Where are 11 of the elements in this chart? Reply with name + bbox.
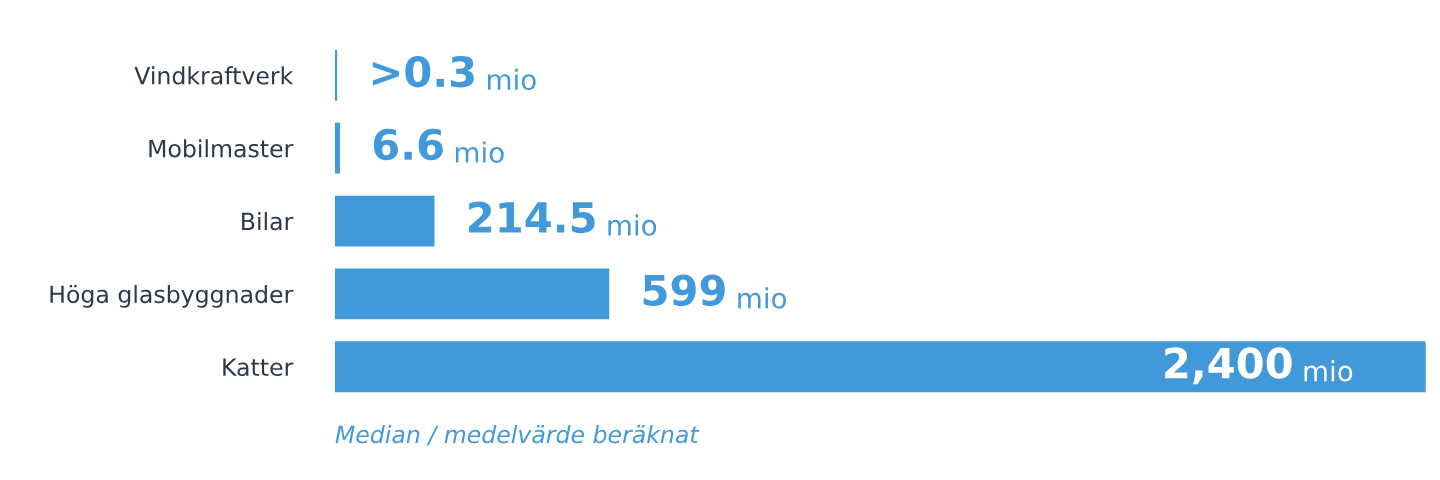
y-tick-label: Katter xyxy=(223,358,294,377)
y-tick-label: Mobilmaster xyxy=(149,139,294,158)
data-label: 6.6 mio xyxy=(373,128,504,163)
y-tick-label: Vindkraftverk xyxy=(134,66,294,85)
data-label: 599 mio xyxy=(643,274,787,309)
data-label: 214.5 mio xyxy=(469,201,657,236)
data-label: 2,400 mio xyxy=(1165,347,1353,385)
y-tick-label: Höga glasbyggnader xyxy=(50,284,294,308)
data-label: >0.3 mio xyxy=(372,55,536,91)
text: Median / medelvärde beräknat xyxy=(335,425,700,446)
y-tick-label: Bilar xyxy=(242,212,294,231)
